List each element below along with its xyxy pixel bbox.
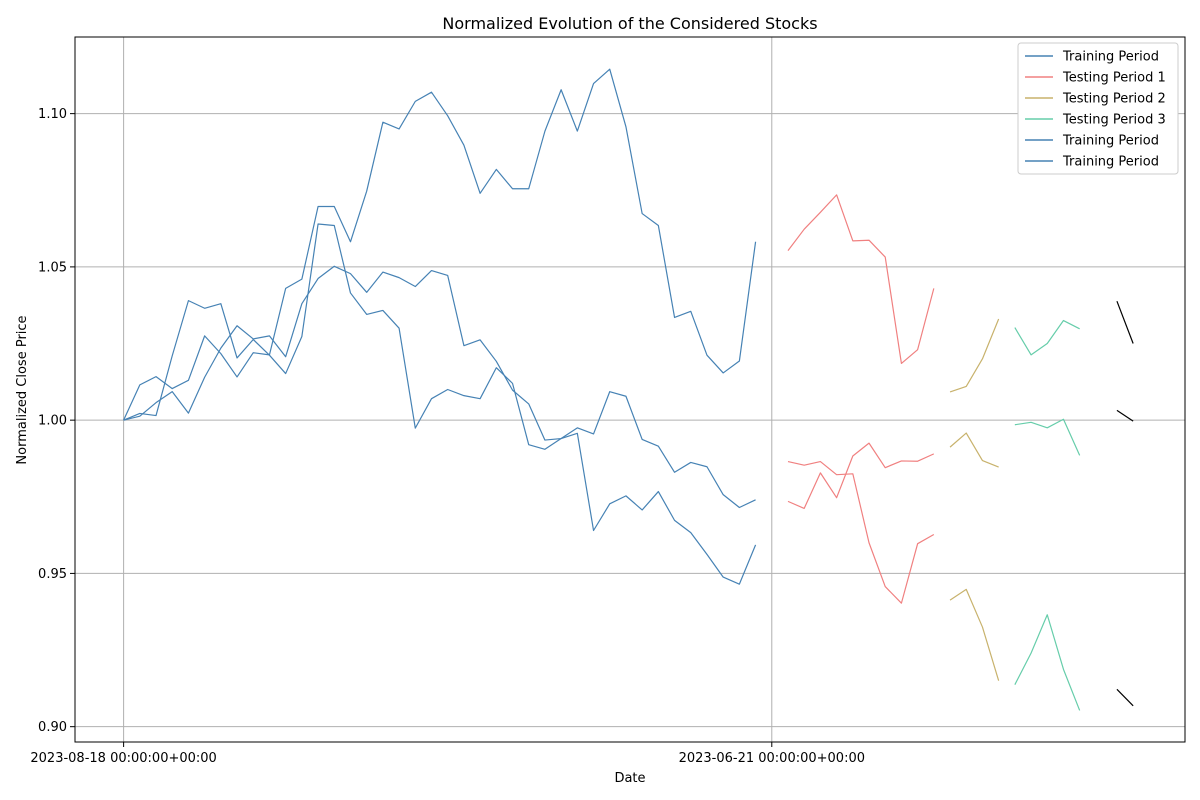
series-line-2	[123, 223, 757, 585]
series-line-13	[1116, 409, 1134, 422]
legend-label: Testing Period 1	[1062, 71, 1166, 86]
series-line-1	[123, 265, 756, 509]
series-line-0	[123, 68, 757, 421]
y-tick-label: 0.90	[38, 720, 67, 735]
x-tick-label: 2023-08-18 00:00:00+00:00	[30, 751, 216, 766]
series-group	[123, 68, 1134, 711]
x-axis-title: Date	[614, 771, 645, 786]
y-tick-label: 1.00	[38, 414, 67, 429]
series-line-7	[949, 432, 999, 468]
x-tick-label: 2023-06-21 00:00:00+00:00	[679, 751, 865, 766]
series-line-8	[949, 588, 1000, 681]
series-line-6	[949, 318, 1000, 393]
series-line-4	[787, 460, 935, 604]
y-axis: 0.90 0.95 1.00 1.05 1.10	[38, 107, 75, 735]
y-axis-title: Normalized Close Price	[15, 315, 30, 464]
series-line-11	[1014, 614, 1081, 711]
x-axis: 2023-08-18 00:00:00+00:00 2023-06-21 00:0…	[30, 742, 865, 766]
series-line-12	[1116, 301, 1134, 344]
legend-label: Testing Period 2	[1062, 92, 1166, 107]
series-line-3	[787, 194, 935, 365]
legend-label: Training Period	[1062, 134, 1159, 149]
y-tick-label: 0.95	[38, 567, 67, 582]
series-line-14	[1116, 688, 1134, 707]
series-line-9	[1014, 319, 1080, 356]
series-line-10	[1014, 418, 1081, 456]
legend-label: Training Period	[1062, 155, 1159, 170]
plot-frame	[74, 36, 1186, 743]
legend-label: Testing Period 3	[1062, 113, 1166, 128]
legend: Training Period Testing Period 1 Testing P…	[1017, 42, 1179, 175]
y-tick-label: 1.05	[38, 260, 67, 275]
y-tick-label: 1.10	[38, 107, 67, 122]
grid-lines	[75, 37, 1185, 742]
legend-box	[1017, 42, 1179, 175]
series-line-5	[787, 442, 935, 510]
chart-title: Normalized Evolution of the Considered S…	[442, 14, 817, 33]
legend-label: Training Period	[1062, 50, 1159, 65]
